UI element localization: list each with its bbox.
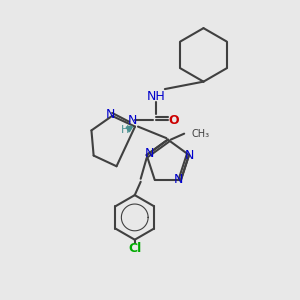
Text: Cl: Cl bbox=[128, 242, 141, 255]
Text: NH: NH bbox=[147, 90, 165, 103]
Text: N: N bbox=[128, 114, 137, 127]
Text: CH₃: CH₃ bbox=[192, 129, 210, 139]
Text: N: N bbox=[184, 148, 194, 161]
Text: H: H bbox=[120, 124, 129, 135]
Text: N: N bbox=[173, 173, 183, 186]
Text: N: N bbox=[106, 108, 115, 121]
Text: N: N bbox=[145, 147, 154, 160]
Text: O: O bbox=[169, 114, 179, 127]
